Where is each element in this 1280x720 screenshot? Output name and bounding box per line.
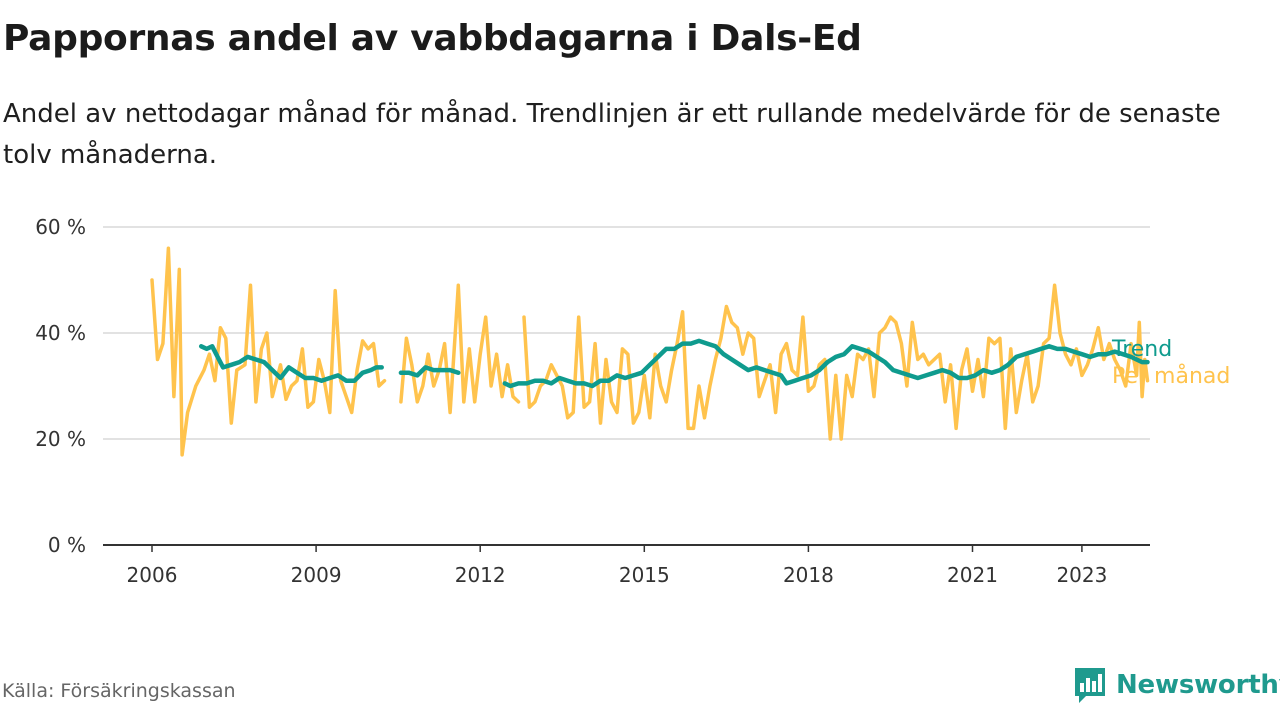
x-tick-label: 2015	[619, 563, 670, 587]
chart-title: Pappornas andel av vabbdagarna i Dals-Ed	[3, 18, 862, 59]
newsworthy-logo: Newsworthy	[1072, 664, 1280, 706]
newsworthy-bar-chart-icon	[1075, 668, 1105, 703]
y-tick-label: 40 %	[35, 321, 86, 345]
series-line-monthly	[150, 246, 387, 457]
legend-label-trend: Trend	[1111, 337, 1172, 362]
x-tick-label: 2012	[455, 563, 506, 587]
line-chart: 0 % 20 % 40 % 60 % 2006 2009 2012 2015 2018 2021…	[35, 215, 1230, 587]
y-tick-label: 0 %	[48, 533, 86, 557]
y-tick-label: 20 %	[35, 427, 86, 451]
x-axis: 2006 2009 2012 2015 2018 2021 2023	[103, 544, 1150, 587]
series-line-trend	[398, 365, 461, 378]
series-line-trend	[198, 344, 384, 383]
x-tick-label: 2023	[1056, 563, 1107, 587]
grid-lines	[103, 226, 1150, 440]
x-tick-label: 2018	[783, 563, 834, 587]
chart-subtitle: Andel av nettodagar månad för månad. Tre…	[3, 99, 1221, 170]
source-note: Källa: Försäkringskassan	[2, 680, 236, 702]
x-tick-label: 2021	[947, 563, 998, 587]
x-tick-label: 2006	[127, 563, 178, 587]
y-tick-label: 60 %	[35, 215, 86, 239]
series-lines	[150, 246, 1150, 457]
brand-name: Newsworthy	[1116, 670, 1280, 700]
y-axis-tick-labels: 0 % 20 % 40 % 60 %	[35, 215, 86, 557]
x-tick-label: 2009	[291, 563, 342, 587]
series-line-monthly	[399, 283, 521, 415]
legend-label-monthly: Per månad	[1112, 363, 1230, 389]
series-line-monthly	[522, 283, 1150, 441]
series-line-trend	[502, 338, 1150, 389]
